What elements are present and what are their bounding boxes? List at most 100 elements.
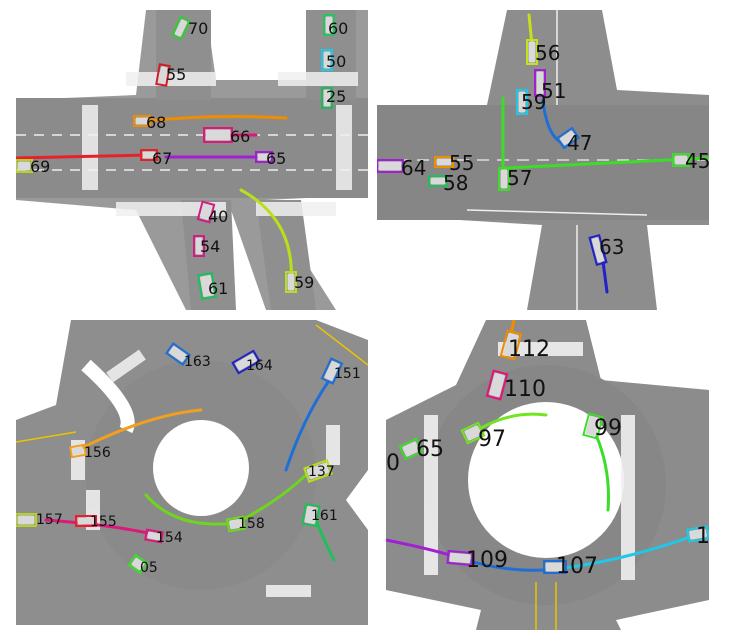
vehicle-box: [164, 341, 192, 367]
vehicle-box: [127, 553, 149, 575]
vehicle-box: [303, 459, 333, 483]
vehicle-box: [321, 87, 333, 109]
vehicle-id-label: 110: [504, 377, 546, 402]
vehicle-box: [377, 159, 404, 173]
vehicle-box: [140, 149, 158, 161]
roundabout-island: [153, 420, 249, 516]
vehicle-id-label: 45: [685, 149, 709, 173]
vehicle-id-label: 69: [30, 157, 50, 176]
vehicle-id-label: 51: [541, 79, 566, 103]
vehicle-id-label: 70: [188, 19, 208, 38]
vehicle-box: [526, 39, 538, 65]
vehicle-box: [534, 69, 546, 97]
vehicle-id-label: 55: [166, 65, 186, 84]
vehicle-box: [588, 233, 608, 267]
vehicle-id-label: 60: [328, 19, 348, 38]
vehicle-box: [196, 200, 216, 224]
vehicle-box: [321, 49, 333, 71]
vehicle-box: [555, 126, 581, 150]
vehicle-id-label: 163: [184, 354, 211, 370]
vehicle-id-label: 151: [334, 366, 361, 382]
vehicle-id-label: 1: [696, 524, 709, 549]
vehicle-id-label: 0: [386, 451, 400, 476]
trajectory-trail: [144, 115, 288, 123]
vehicle-id-label: 55: [449, 151, 474, 175]
vehicle-box: [231, 349, 261, 375]
vehicle-id-label: 50: [326, 52, 346, 71]
vehicle-id-label: 97: [478, 427, 506, 452]
vehicle-box: [485, 369, 509, 401]
vehicle-box: [446, 549, 474, 567]
vehicle-box: [16, 159, 33, 173]
vehicle-box: [75, 515, 97, 527]
trajectory-trail: [314, 518, 336, 562]
trajectory-trail: [16, 153, 153, 160]
roundabout-panel-bottom-left: 163 164 151 156 137 157 155 154 158 161 05: [16, 320, 368, 625]
vehicle-id-label: 47: [567, 131, 592, 155]
vehicle-box: [193, 235, 205, 257]
roundabout-scene: 163 164 151 156 137 157 155 154 158 161 05: [16, 320, 368, 625]
vehicle-box: [498, 167, 510, 191]
vehicle-id-label: 57: [507, 166, 532, 190]
vehicle-id-label: 59: [521, 90, 546, 114]
vehicle-box: [398, 437, 424, 461]
vehicle-box: [320, 357, 344, 385]
vehicle-box: [144, 528, 164, 544]
vehicle-id-label: 64: [401, 156, 426, 180]
vehicle-box: [69, 443, 87, 459]
vehicle-box: [203, 127, 233, 143]
vehicle-id-label: 155: [90, 514, 117, 530]
vehicle-id-label: 40: [208, 207, 228, 226]
vehicle-box: [323, 14, 335, 36]
vehicle-box: [16, 513, 37, 527]
vehicle-id-label: 157: [36, 512, 63, 528]
vehicle-box: [155, 63, 171, 87]
crosswalk: [82, 72, 358, 216]
vehicle-id-label: 58: [443, 171, 468, 195]
roundabout-scene: 112 110 65 0 97 99 109 107 1: [386, 320, 709, 630]
vehicle-id-label: 154: [156, 530, 183, 546]
vehicle-id-label: 68: [146, 113, 166, 132]
roundabout-panel-bottom-right: 112 110 65 0 97 99 109 107 1: [386, 320, 709, 630]
vehicle-id-label: 137: [308, 464, 335, 480]
trajectory-trail: [74, 408, 203, 453]
vehicle-box: [301, 502, 321, 528]
vehicle-id-label: 25: [326, 87, 346, 106]
vehicle-id-label: 109: [466, 548, 508, 573]
vehicle-id-label: 99: [594, 416, 622, 441]
vehicle-id-label: 107: [556, 554, 598, 579]
vehicle-box: [225, 515, 247, 533]
vehicle-id-label: 05: [140, 560, 158, 576]
vehicle-id-label: 164: [246, 358, 273, 374]
vehicle-id-label: 66: [230, 127, 250, 146]
vehicle-id-label: 65: [416, 437, 444, 462]
vehicle-box: [428, 175, 448, 187]
vehicle-id-label: 54: [200, 237, 220, 256]
vehicle-box: [196, 271, 218, 301]
vehicle-box: [543, 560, 567, 574]
vehicle-id-label: 158: [238, 516, 265, 532]
vehicle-box: [133, 115, 151, 127]
vehicle-box: [434, 156, 454, 168]
intersection-panel-top-right: 56 51 59 47 64 55 58 57 45 63: [377, 10, 709, 310]
vehicle-box: [582, 412, 604, 440]
vehicle-box: [672, 153, 690, 167]
vehicle-box: [170, 15, 192, 41]
intersection-scene: 70 60 50 55 25 68 66 67 65 69 40 54 61 59: [16, 10, 368, 310]
trajectory-trail: [562, 533, 698, 570]
vehicle-box: [499, 329, 523, 361]
vehicle-id-label: 67: [152, 149, 172, 168]
vehicle-box: [516, 89, 528, 115]
vehicle-box: [255, 151, 273, 163]
roundabout-island: [468, 402, 624, 558]
vehicle-id-label: 61: [208, 279, 228, 298]
vehicle-box: [460, 421, 486, 445]
intersection-panel-top-left: 70 60 50 55 25 68 66 67 65 69 40 54 61 59: [16, 10, 368, 310]
vehicle-id-label: 161: [311, 508, 338, 524]
vehicle-id-label: 63: [599, 235, 624, 259]
vehicle-box: [285, 271, 297, 293]
trajectory-trail: [594, 433, 610, 512]
vehicle-id-label: 156: [84, 445, 111, 461]
vehicle-box: [685, 525, 709, 543]
